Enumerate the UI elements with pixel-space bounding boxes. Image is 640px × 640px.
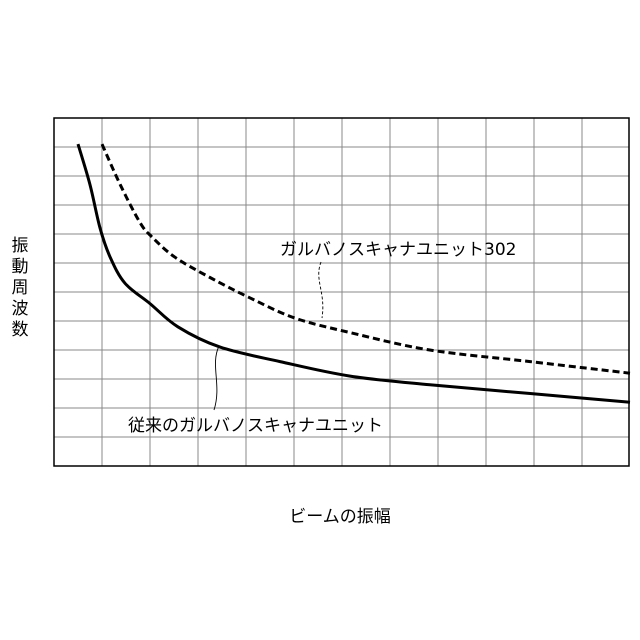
leader-line-series-1 xyxy=(319,262,323,318)
leader-line-series-2 xyxy=(214,346,219,410)
y-axis-label: 振動周波数 xyxy=(10,236,30,341)
series-label-1: ガルバノスキャナユニット302 xyxy=(280,240,516,260)
series-label-2: 従来のガルバノスキャナユニット xyxy=(128,416,383,436)
grid xyxy=(54,118,629,466)
x-axis-label: ビームの振幅 xyxy=(289,507,391,527)
chart: ガルバノスキャナユニット302 従来のガルバノスキャナユニット ビームの振幅 xyxy=(0,0,640,640)
